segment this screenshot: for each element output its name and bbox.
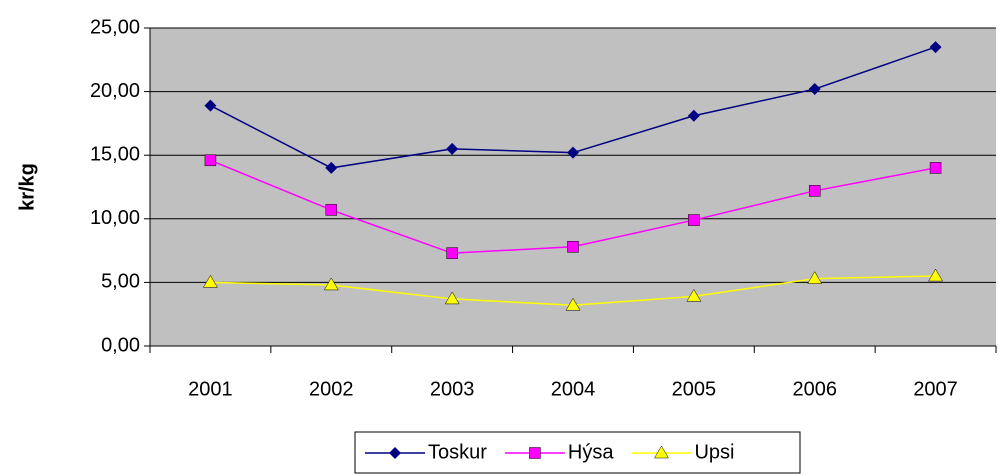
y-tick-label: 10,00 xyxy=(90,207,140,229)
y-tick-label: 15,00 xyxy=(90,143,140,165)
marker xyxy=(928,268,944,282)
marker xyxy=(808,185,821,197)
legend-label: Toskur xyxy=(428,441,487,463)
legend-box xyxy=(354,431,801,474)
marker xyxy=(323,277,339,291)
marker xyxy=(204,154,217,167)
legend-label: Upsi xyxy=(694,441,734,463)
plot-area xyxy=(150,28,996,346)
marker xyxy=(808,83,821,96)
marker xyxy=(654,445,669,459)
marker xyxy=(686,288,702,302)
y-tick-label: 25,00 xyxy=(90,16,140,38)
y-axis-label: kr/kg xyxy=(16,163,38,211)
x-tick-label: 2003 xyxy=(430,378,475,400)
marker xyxy=(688,214,700,226)
marker xyxy=(389,447,401,459)
x-tick-label: 2004 xyxy=(551,378,596,400)
y-tick-label: 5,00 xyxy=(101,271,140,293)
marker xyxy=(565,297,581,311)
marker xyxy=(446,247,458,259)
marker xyxy=(807,271,823,284)
x-tick-label: 2007 xyxy=(913,378,958,400)
marker xyxy=(325,204,338,216)
y-tick-label: 20,00 xyxy=(90,80,140,102)
marker xyxy=(687,109,700,122)
x-tick-label: 2002 xyxy=(309,378,354,400)
marker xyxy=(929,162,942,174)
x-tick-label: 2005 xyxy=(672,378,717,400)
x-tick-label: 2006 xyxy=(792,378,837,400)
marker xyxy=(567,241,579,253)
x-tick-label: 2001 xyxy=(188,378,233,400)
marker xyxy=(446,142,459,155)
legend-label: Hýsa xyxy=(568,441,614,463)
marker xyxy=(204,99,217,112)
marker xyxy=(325,161,338,174)
marker xyxy=(444,291,460,305)
marker xyxy=(202,274,218,288)
marker xyxy=(567,146,579,159)
marker xyxy=(529,447,541,459)
y-tick-label: 0,00 xyxy=(101,334,140,356)
marker xyxy=(929,41,942,54)
